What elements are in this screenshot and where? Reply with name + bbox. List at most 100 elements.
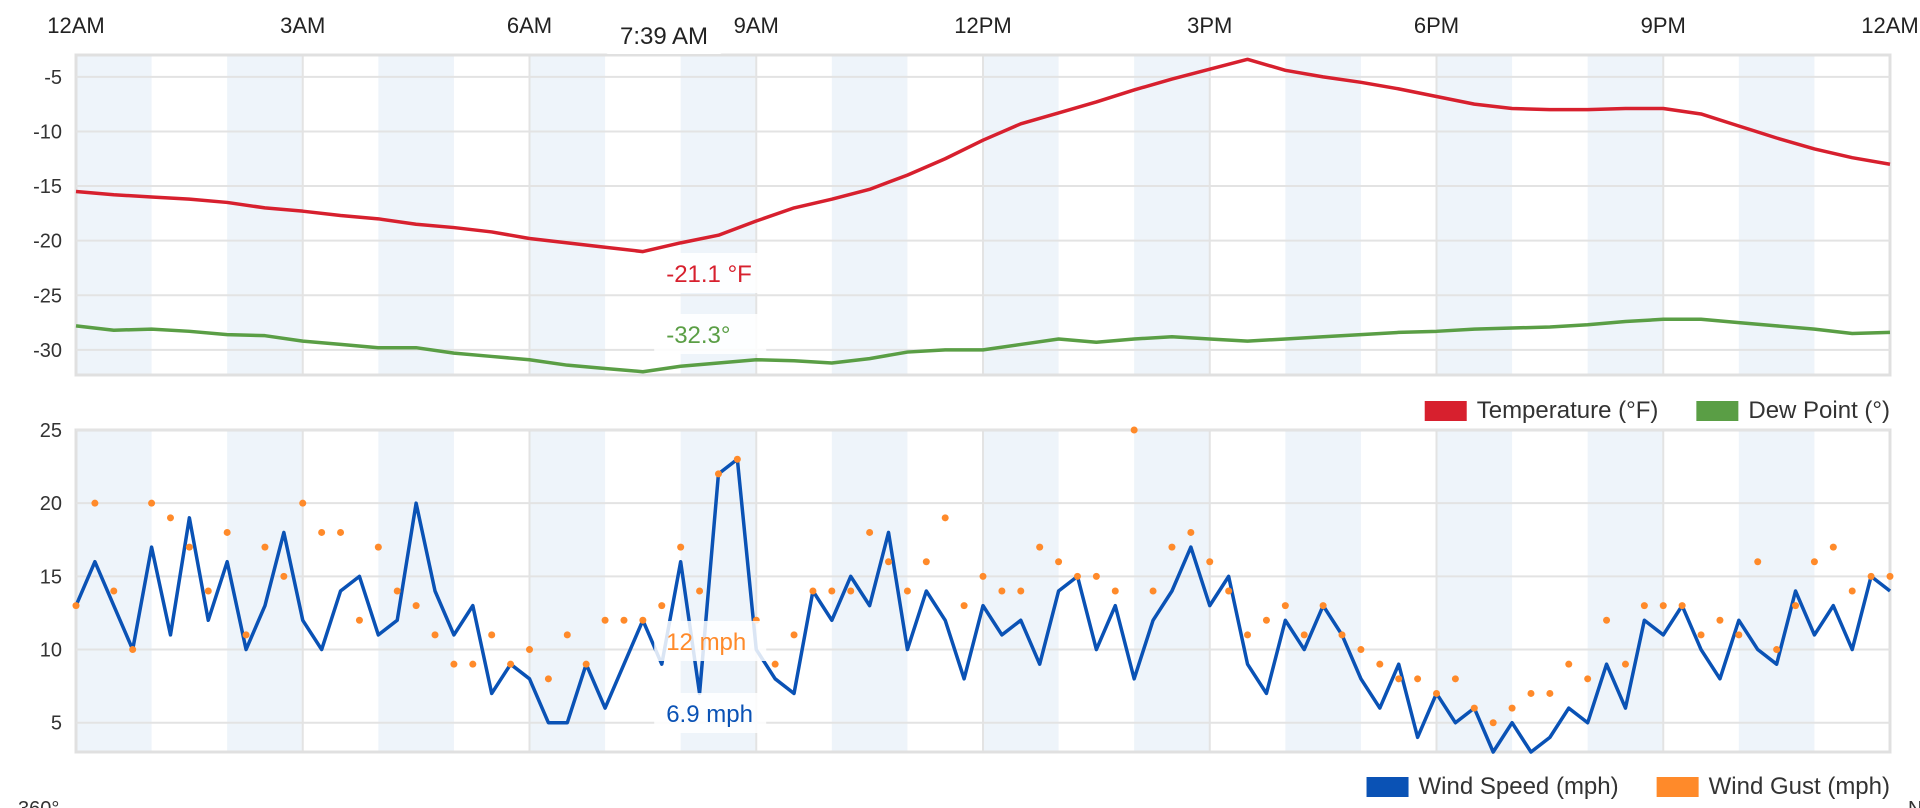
wind-gust-point (1414, 675, 1422, 683)
wind-gust-point (563, 631, 571, 639)
cursor-time-label: 7:39 AM (620, 23, 708, 50)
x-tick-label: 3AM (280, 13, 325, 38)
wind-gust-point (1603, 616, 1611, 624)
wind-gust-point (658, 602, 666, 610)
wind-gust-point (166, 514, 174, 522)
legend-label[interactable]: Dew Point (°) (1748, 397, 1890, 424)
wind-gust-point (1773, 646, 1781, 654)
x-tick-label: 12AM (47, 13, 104, 38)
hour-band (227, 430, 303, 752)
wind-gust-point (1621, 660, 1629, 668)
y-tick-label: 5 (51, 713, 62, 735)
x-tick-label: 9AM (734, 13, 779, 38)
wind-gust-point (355, 616, 363, 624)
y-tick-label: -25 (33, 285, 62, 307)
legend-swatch[interactable] (1696, 401, 1739, 421)
wind-gust-point (318, 528, 326, 536)
wind-gust-point (1433, 689, 1440, 697)
wind-gust-point (1206, 558, 1214, 566)
x-tick-label: 3PM (1187, 13, 1232, 38)
hour-band (1285, 430, 1361, 752)
wind-gust-point (885, 558, 893, 566)
hour-band (1587, 55, 1664, 375)
hour-band (1285, 55, 1361, 375)
wind-gust-point (91, 499, 99, 507)
wind-gust-point (1338, 631, 1346, 639)
hour-band (76, 55, 152, 375)
legend-swatch[interactable] (1656, 777, 1699, 797)
wind-gust-point (1357, 646, 1365, 654)
wind-gust-point (204, 587, 212, 595)
y-tick-label: 25 (40, 420, 62, 442)
hour-band (378, 430, 454, 752)
y-tick-label: -5 (44, 67, 62, 89)
hour-band (1738, 430, 1815, 752)
wind-gust-point (1017, 587, 1025, 595)
wind-gust-point (601, 616, 609, 624)
wind-gust-point (1130, 426, 1138, 434)
wind-gust-point (1886, 572, 1894, 580)
wind-gust-point (223, 528, 231, 536)
wind-direction-north-label: N (1908, 798, 1920, 808)
wind-gust-point (1187, 528, 1195, 536)
dew-point-line (75, 317, 1891, 374)
wind-gust-point (1489, 719, 1497, 727)
wind-gust-point (1376, 660, 1384, 668)
wind-gust-point (526, 646, 533, 654)
wind-gust-point (1754, 558, 1762, 566)
wind-gust-point (960, 602, 968, 610)
wind-speed-tooltip-box (654, 693, 767, 733)
legend-swatch[interactable] (1424, 401, 1467, 421)
wind-gust-point (922, 558, 930, 566)
hour-band (1738, 55, 1815, 375)
wind-gust-point (280, 572, 288, 580)
wind-gust-point (903, 587, 911, 595)
wind-gust-point (450, 660, 458, 668)
wind-gust-point (148, 499, 156, 507)
y-tick-label: 20 (40, 493, 62, 515)
wind-gust-point (1073, 572, 1081, 580)
wind-gust-point (1867, 572, 1875, 580)
x-tick-label: 9PM (1641, 13, 1686, 38)
wind-gust-point (1149, 587, 1157, 595)
wind-gust-point (393, 587, 401, 595)
wind-gust-point (1281, 602, 1289, 610)
hour-band (378, 55, 454, 375)
wind-gust-point (998, 587, 1006, 595)
wind-gust-point (582, 660, 590, 668)
wind-gust-point (1225, 587, 1233, 595)
temperature-line (75, 57, 1891, 254)
wind-gust-point (847, 587, 855, 595)
wind-gust-point (1565, 660, 1573, 668)
cursor-time-box (605, 10, 723, 54)
wind-gust-tooltip-box (654, 621, 767, 661)
wind-gust-point (242, 631, 250, 639)
x-tick-label: 12PM (954, 13, 1011, 38)
legend-label[interactable]: Temperature (°F) (1477, 397, 1659, 424)
hour-band (831, 55, 908, 375)
legend-label[interactable]: Wind Gust (mph) (1709, 773, 1890, 800)
wind-gust-point (1262, 616, 1270, 624)
y-tick-label: -10 (33, 121, 62, 143)
wind-gust-point (1659, 602, 1667, 610)
wind-gust-point (677, 543, 685, 551)
wind-gust-point (1735, 631, 1743, 639)
wind-gust-point (299, 499, 307, 507)
wind-gust-point (1792, 602, 1800, 610)
wind-gust-point (1092, 572, 1100, 580)
hour-band (227, 55, 303, 375)
wind-gust-point (941, 514, 949, 522)
wind-gust-point (1244, 631, 1252, 639)
wind-speed-line (74, 457, 1892, 754)
wind-gust-point (1319, 602, 1327, 610)
wind-gust-point (979, 572, 987, 580)
hour-band (1587, 430, 1664, 752)
legend-swatch[interactable] (1366, 777, 1409, 797)
wind-gust-point (374, 543, 382, 551)
temperature-tooltip: -21.1 °F (666, 261, 752, 288)
wind-gust-point (733, 455, 741, 463)
legend-label[interactable]: Wind Speed (mph) (1419, 773, 1619, 800)
hour-band (1134, 55, 1210, 375)
wind-gust-point (866, 528, 874, 536)
